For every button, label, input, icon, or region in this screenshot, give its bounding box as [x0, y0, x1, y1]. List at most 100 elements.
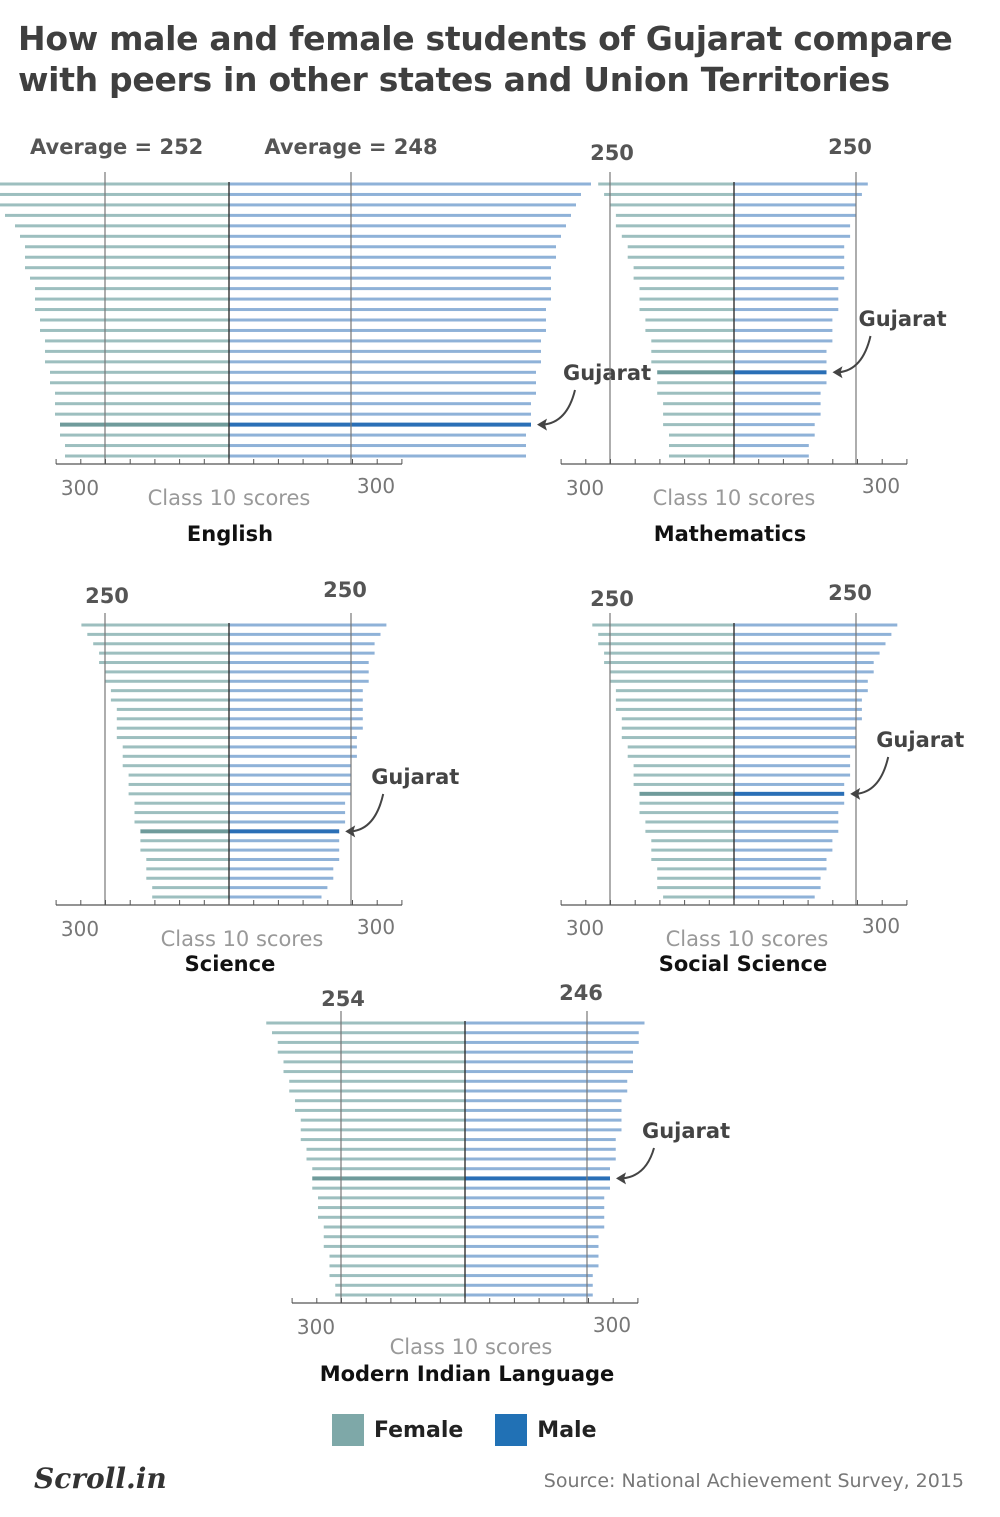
bar-female-modern-indian-language: [295, 1108, 465, 1112]
bar-female-science: [146, 867, 229, 871]
bar-male-mathematics: [734, 182, 868, 186]
bar-female-social-science: [598, 632, 734, 636]
bar-male-mathematics: [734, 402, 821, 406]
bar-male-social-science: [734, 754, 851, 758]
bar-male-english: [229, 391, 536, 395]
gujarat-arrow-english: [542, 389, 576, 426]
bar-male-mathematics: [734, 444, 809, 448]
bar-female-english: [55, 412, 229, 416]
bar-female-english: [0, 192, 229, 196]
bar-male-modern-indian-language: [465, 1147, 616, 1151]
bar-male-social-science: [734, 876, 821, 880]
bar-male-modern-indian-language: [465, 1235, 599, 1239]
scroll-logo[interactable]: Scroll.in: [34, 1462, 167, 1495]
bar-male-english: [229, 308, 546, 312]
bar-male-science: [229, 651, 375, 655]
bar-male-social-science: [734, 782, 845, 786]
bar-male-modern-indian-language: [465, 1206, 605, 1210]
bar-male-social-science: [734, 632, 892, 636]
legend-item-male: Male: [495, 1414, 597, 1446]
female-average-label-english: Average = 252: [30, 135, 203, 159]
bar-male-social-science: [734, 745, 856, 749]
bar-male-social-science: [734, 717, 862, 721]
bar-female-mathematics: [651, 349, 734, 353]
bar-male-english: [229, 224, 566, 228]
bar-male-mathematics: [734, 224, 851, 228]
bar-female-mathematics: [627, 255, 734, 259]
bar-male-science: [229, 661, 369, 665]
bar-female-mathematics: [669, 444, 734, 448]
bar-female-modern-indian-language: [318, 1215, 465, 1219]
bar-female-mathematics: [615, 213, 734, 217]
bar-female-science: [152, 895, 229, 899]
bar-male-social-science: [734, 651, 880, 655]
bar-male-social-science: [734, 895, 815, 899]
bar-male-social-science: [734, 867, 827, 871]
bar-female-mathematics: [663, 412, 734, 416]
bar-male-modern-indian-language: [465, 1099, 622, 1103]
bar-male-english: [229, 402, 531, 406]
bar-male-social-science: [734, 736, 856, 740]
bar-female-social-science: [627, 745, 734, 749]
bar-female-science: [146, 857, 229, 861]
x-axis-label-modern-indian-language: Class 10 scores: [390, 1335, 553, 1359]
bar-female-mathematics: [615, 224, 734, 228]
female-axis-end-label-social-science: 300: [566, 916, 604, 940]
bar-female-english: [5, 213, 229, 217]
male-average-label-mathematics: 250: [828, 135, 872, 159]
bar-male-science: [229, 679, 369, 683]
bar-female-social-science: [651, 848, 734, 852]
bar-female-modern-indian-language: [335, 1293, 465, 1297]
bar-female-social-science: [639, 801, 734, 805]
bar-male-english: [229, 444, 526, 448]
bar-female-mathematics: [645, 328, 734, 332]
bar-female-mathematics: [598, 182, 734, 186]
panel-title-modern-indian-language: Modern Indian Language: [320, 1362, 615, 1386]
bar-male-english: [229, 203, 576, 207]
bar-male-modern-indian-language: [465, 1225, 605, 1229]
bar-male-english: [229, 266, 551, 270]
bar-male-science: [229, 764, 351, 768]
bar-female-science: [116, 736, 229, 740]
bar-female-social-science: [610, 679, 734, 683]
bar-female-mathematics: [639, 297, 734, 301]
bar-male-mathematics: [734, 266, 845, 270]
gujarat-arrowhead-science: [345, 825, 356, 838]
female-axis-end-label-mathematics: 300: [566, 476, 604, 500]
bar-female-modern-indian-language: [300, 1128, 465, 1132]
bar-female-social-science: [663, 895, 734, 899]
bar-male-mathematics: [734, 423, 815, 427]
bar-male-science: [229, 839, 340, 843]
bar-female-modern-indian-language: [329, 1274, 465, 1278]
bar-male-science: [229, 670, 369, 674]
bar-male-modern-indian-language: [465, 1215, 605, 1219]
bar-female-modern-indian-language: [323, 1225, 465, 1229]
bar-female-modern-indian-language: [277, 1040, 465, 1044]
gujarat-label-science: Gujarat: [371, 765, 459, 789]
legend-swatch-male: [495, 1414, 528, 1446]
bar-male-modern-indian-language: [465, 1176, 610, 1181]
bar-male-science: [229, 754, 357, 758]
bar-female-mathematics: [657, 370, 734, 375]
bar-female-social-science: [621, 736, 734, 740]
bar-male-mathematics: [734, 391, 821, 395]
bar-male-social-science: [734, 773, 851, 777]
female-average-label-modern-indian-language: 254: [321, 987, 365, 1011]
bar-male-mathematics: [734, 203, 856, 207]
bar-female-science: [93, 642, 229, 646]
bar-male-science: [229, 642, 375, 646]
bar-male-modern-indian-language: [465, 1108, 622, 1112]
bar-male-science: [229, 895, 322, 899]
bar-male-social-science: [734, 679, 868, 683]
bar-female-mathematics: [651, 339, 734, 343]
chart-title: How male and female students of Gujarat …: [18, 19, 953, 99]
x-axis-label-social-science: Class 10 scores: [666, 927, 829, 951]
bar-male-english: [229, 287, 551, 291]
bar-male-social-science: [734, 707, 862, 711]
bar-male-mathematics: [734, 412, 821, 416]
bar-female-mathematics: [669, 454, 734, 458]
bar-male-modern-indian-language: [465, 1128, 622, 1132]
bar-female-english: [25, 266, 229, 270]
gujarat-arrowhead-social-science: [850, 787, 861, 800]
